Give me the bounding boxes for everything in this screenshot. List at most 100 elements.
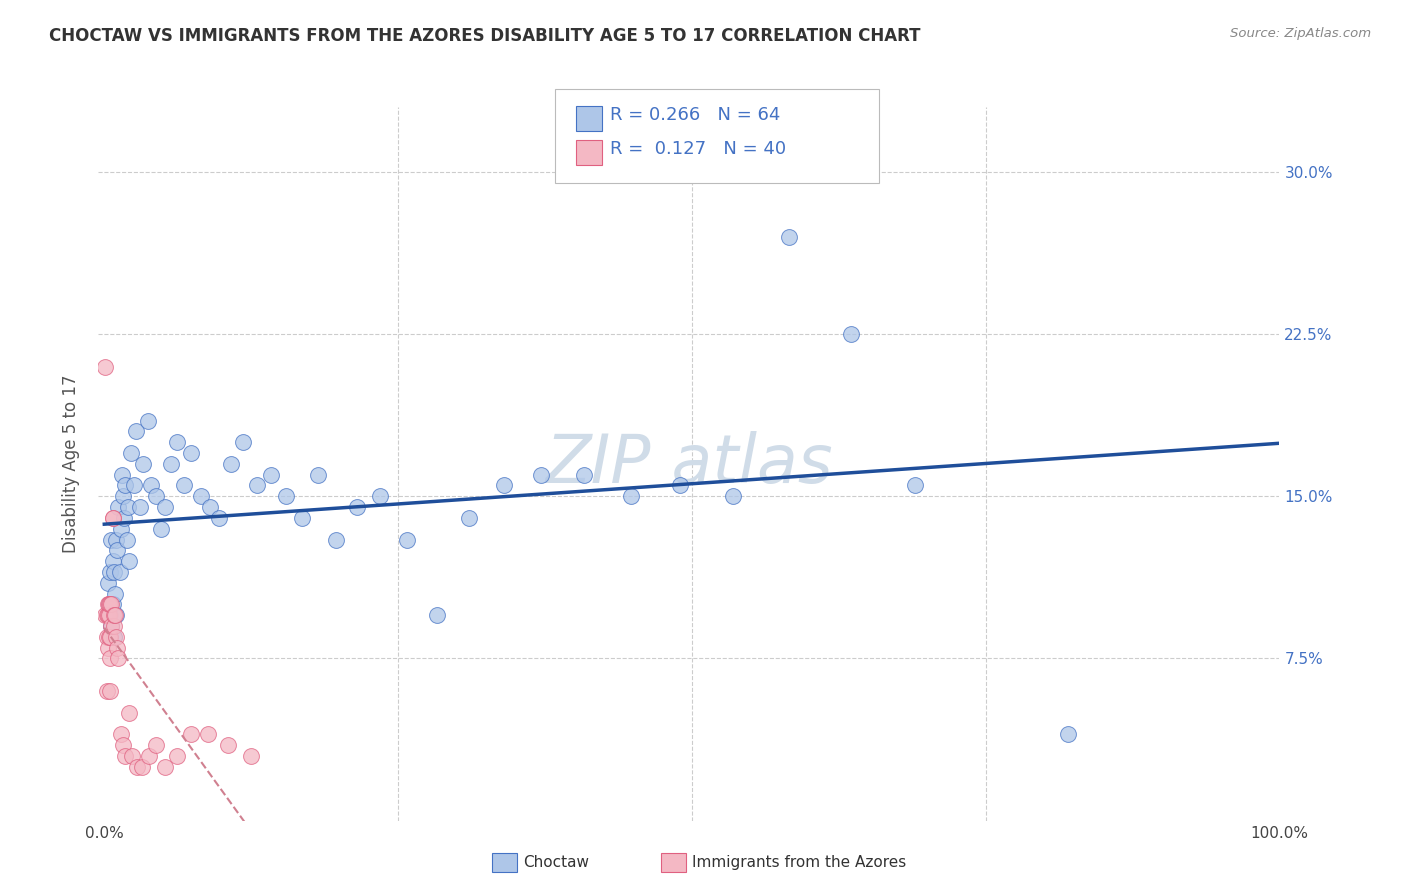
Point bbox=[98, 608, 121, 623]
Point bbox=[291, 511, 314, 525]
Point bbox=[96, 684, 118, 698]
Point bbox=[105, 640, 128, 655]
Text: ZIP atlas: ZIP atlas bbox=[546, 431, 832, 497]
Point bbox=[104, 586, 127, 600]
Point bbox=[104, 608, 127, 623]
Text: Choctaw: Choctaw bbox=[523, 855, 589, 870]
Point bbox=[121, 748, 143, 763]
Point bbox=[103, 619, 125, 633]
Point bbox=[94, 359, 117, 374]
Point bbox=[94, 608, 117, 623]
Point bbox=[101, 511, 124, 525]
Point bbox=[115, 533, 138, 547]
Point bbox=[136, 414, 159, 428]
Y-axis label: Disability Age 5 to 17: Disability Age 5 to 17 bbox=[62, 375, 80, 553]
Point bbox=[155, 500, 177, 514]
Point bbox=[426, 608, 449, 623]
Point bbox=[173, 478, 195, 492]
Point bbox=[217, 738, 239, 752]
Point bbox=[778, 229, 800, 244]
Point bbox=[101, 598, 124, 612]
Point bbox=[180, 446, 202, 460]
Point bbox=[346, 500, 368, 514]
Point bbox=[110, 727, 132, 741]
Point bbox=[97, 575, 120, 590]
Point bbox=[100, 533, 122, 547]
Point bbox=[208, 511, 231, 525]
Point bbox=[260, 467, 283, 482]
Point bbox=[160, 457, 183, 471]
Point bbox=[120, 446, 142, 460]
Point bbox=[145, 738, 167, 752]
Point bbox=[396, 533, 419, 547]
Point bbox=[107, 500, 129, 514]
Point bbox=[457, 511, 479, 525]
Text: CHOCTAW VS IMMIGRANTS FROM THE AZORES DISABILITY AGE 5 TO 17 CORRELATION CHART: CHOCTAW VS IMMIGRANTS FROM THE AZORES DI… bbox=[49, 27, 921, 45]
Point bbox=[325, 533, 347, 547]
Point bbox=[117, 500, 139, 514]
Point bbox=[96, 608, 118, 623]
Point bbox=[132, 457, 155, 471]
Point bbox=[98, 608, 121, 623]
Point bbox=[492, 478, 515, 492]
Point bbox=[145, 489, 167, 503]
Point bbox=[166, 435, 188, 450]
Point bbox=[128, 500, 150, 514]
Point bbox=[111, 467, 134, 482]
Point bbox=[97, 598, 120, 612]
Point bbox=[370, 489, 392, 503]
Point bbox=[97, 640, 120, 655]
Point bbox=[105, 630, 128, 644]
Point bbox=[98, 651, 121, 665]
Point bbox=[198, 500, 221, 514]
Point bbox=[101, 554, 124, 568]
Point bbox=[240, 748, 263, 763]
Point bbox=[98, 598, 121, 612]
Point bbox=[96, 630, 118, 644]
Point bbox=[112, 738, 135, 752]
Point bbox=[138, 748, 160, 763]
Point bbox=[118, 706, 141, 720]
Point bbox=[276, 489, 298, 503]
Point bbox=[107, 651, 129, 665]
Point bbox=[572, 467, 595, 482]
Point bbox=[105, 543, 128, 558]
Point bbox=[620, 489, 643, 503]
Point bbox=[103, 630, 125, 644]
Text: R =  0.127   N = 40: R = 0.127 N = 40 bbox=[610, 140, 786, 158]
Point bbox=[100, 598, 122, 612]
Point bbox=[98, 598, 121, 612]
Point bbox=[219, 457, 242, 471]
Point bbox=[141, 478, 163, 492]
Point bbox=[98, 684, 121, 698]
Point bbox=[190, 489, 212, 503]
Point bbox=[125, 425, 148, 439]
Point bbox=[118, 554, 141, 568]
Point bbox=[246, 478, 269, 492]
Point bbox=[197, 727, 219, 741]
Point bbox=[103, 565, 125, 579]
Point bbox=[232, 435, 254, 450]
Point bbox=[112, 511, 135, 525]
Point bbox=[669, 478, 692, 492]
Point bbox=[98, 630, 121, 644]
Text: R = 0.266   N = 64: R = 0.266 N = 64 bbox=[610, 106, 780, 124]
Point bbox=[110, 522, 132, 536]
Point bbox=[105, 608, 128, 623]
Point bbox=[98, 598, 121, 612]
Point bbox=[166, 748, 188, 763]
Point bbox=[904, 478, 927, 492]
Point bbox=[149, 522, 172, 536]
Point bbox=[530, 467, 553, 482]
Point bbox=[105, 533, 128, 547]
Point bbox=[97, 608, 120, 623]
Point bbox=[108, 565, 131, 579]
Point bbox=[103, 608, 125, 623]
Point bbox=[114, 478, 136, 492]
Point bbox=[100, 619, 122, 633]
Point bbox=[112, 489, 135, 503]
Text: Immigrants from the Azores: Immigrants from the Azores bbox=[692, 855, 905, 870]
Point bbox=[155, 759, 177, 773]
Text: Source: ZipAtlas.com: Source: ZipAtlas.com bbox=[1230, 27, 1371, 40]
Point bbox=[127, 759, 149, 773]
